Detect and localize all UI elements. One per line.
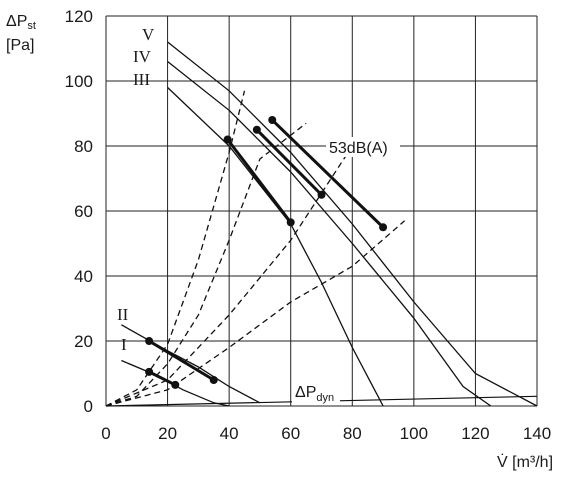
operating-point bbox=[317, 190, 326, 199]
y-tick-label: 80 bbox=[74, 137, 93, 156]
fan-curve-III bbox=[167, 87, 384, 407]
operating-range-segment bbox=[226, 138, 292, 224]
y-tick-label: 60 bbox=[74, 202, 93, 221]
operating-point bbox=[145, 367, 154, 376]
curve-label-IV: IV bbox=[133, 47, 152, 66]
operating-point bbox=[145, 337, 154, 345]
dyn-label-bg bbox=[292, 381, 340, 405]
system-curve bbox=[105, 122, 307, 407]
operating-range-segment bbox=[255, 128, 323, 196]
x-tick-label: 0 bbox=[101, 424, 110, 443]
operating-point bbox=[209, 376, 218, 384]
curve-label-III: III bbox=[133, 70, 150, 89]
x-tick-label: 80 bbox=[343, 424, 362, 443]
y-axis-unit: [Pa] bbox=[6, 37, 34, 54]
x-tick-label: 60 bbox=[281, 424, 300, 443]
operating-point bbox=[223, 135, 232, 144]
operating-point bbox=[286, 218, 295, 227]
dyn-pressure-label-sub: dyn bbox=[316, 392, 334, 404]
y-tick-label: 40 bbox=[74, 267, 93, 286]
noise-label-bg bbox=[326, 137, 400, 157]
x-tick-label: 100 bbox=[400, 424, 428, 443]
system-curve bbox=[105, 90, 246, 407]
x-tick-label: 20 bbox=[158, 424, 177, 443]
operating-range-segment bbox=[148, 339, 215, 382]
dyn-pressure-label-main: ΔP bbox=[295, 384, 316, 401]
dyn-pressure-label: ΔPdyn bbox=[295, 384, 334, 404]
y-axis-label-main: ΔP bbox=[6, 13, 27, 30]
operating-point bbox=[268, 116, 277, 124]
operating-point bbox=[171, 380, 180, 389]
operating-range-segment bbox=[148, 370, 176, 387]
curve-labels: V IV III II I bbox=[117, 25, 155, 354]
noise-label: 53dB(A) bbox=[329, 140, 388, 157]
system-curve bbox=[105, 145, 353, 407]
tick-labels: 0 20 40 60 80 100 120 140 0 20 40 60 80 100 120 bbox=[65, 7, 552, 443]
x-tick-label: 120 bbox=[461, 424, 489, 443]
x-tick-label: 40 bbox=[220, 424, 239, 443]
system-curve bbox=[105, 220, 406, 407]
operating-point bbox=[379, 223, 388, 232]
curves bbox=[105, 41, 538, 407]
y-tick-label: 100 bbox=[65, 72, 93, 91]
y-tick-label: 120 bbox=[65, 7, 93, 26]
fan-curve-II bbox=[121, 324, 261, 404]
operating-range-segment bbox=[271, 118, 385, 229]
operating-point bbox=[252, 125, 261, 134]
x-tick-label: 140 bbox=[523, 424, 551, 443]
y-tick-label: 0 bbox=[84, 397, 93, 416]
x-axis-label: V̇ [m³/h] bbox=[497, 453, 553, 471]
fan-curve-V bbox=[167, 41, 538, 407]
curve-label-I: I bbox=[121, 335, 127, 354]
fan-curve-IV bbox=[167, 60, 492, 407]
curve-label-V: V bbox=[142, 25, 155, 44]
annotations: 53dB(A) ΔPdyn bbox=[292, 137, 400, 405]
y-tick-label: 20 bbox=[74, 332, 93, 351]
grid bbox=[105, 15, 538, 407]
y-axis-label: ΔPst bbox=[6, 13, 36, 32]
fan-curve-I bbox=[121, 359, 230, 407]
y-axis-label-sub: st bbox=[27, 20, 36, 32]
curve-label-II: II bbox=[117, 305, 129, 324]
